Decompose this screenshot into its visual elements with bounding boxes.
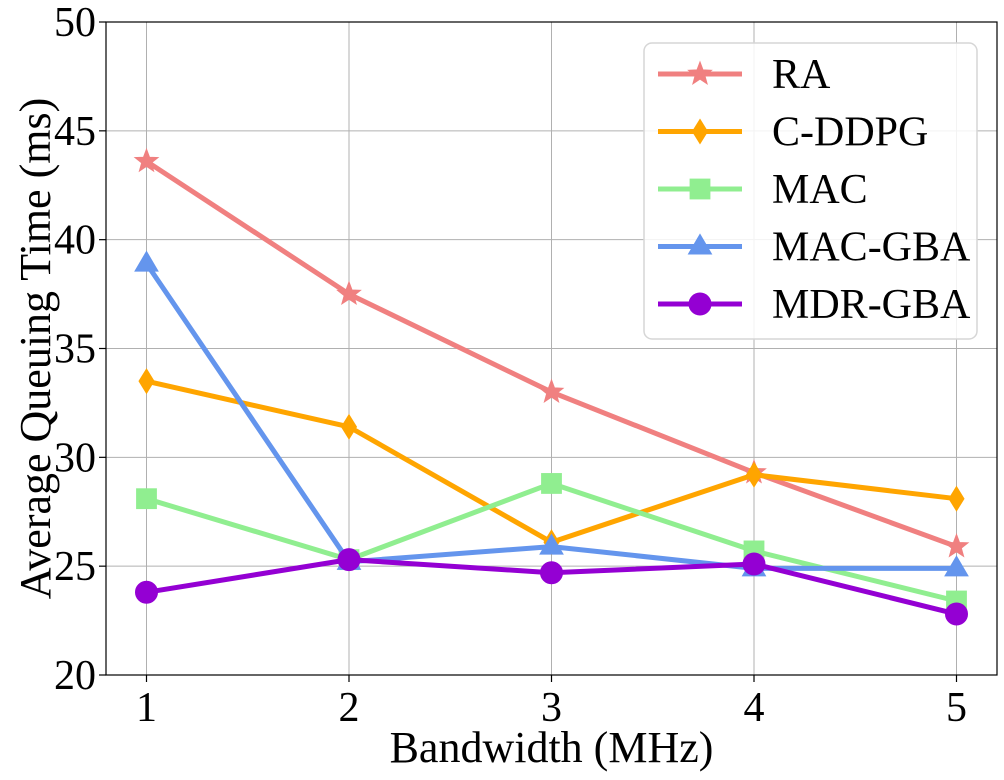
legend-entry: MDR-GBA [658,282,971,328]
x-axis-title: Bandwidth (MHz) [390,723,714,772]
legend-marker [689,178,711,200]
legend-marker [688,292,712,316]
y-tick-label: 40 [54,218,96,264]
data-point [745,461,763,488]
data-point [136,488,157,510]
data-point [337,548,361,572]
y-tick-label: 50 [54,0,96,46]
legend-label: MAC-GBA [772,225,971,271]
data-point [135,580,158,604]
data-point [340,413,358,440]
data-point [541,473,562,494]
series-lines [133,147,970,626]
legend-marker [687,233,713,255]
data-point [138,368,155,395]
legend-box [643,42,978,340]
data-point [134,250,159,272]
y-axis-title: Average Queuing Time (ms) [11,98,60,599]
legend-entry: MAC [658,167,868,213]
legend-label: RA [772,52,831,98]
data-point [539,533,564,555]
legend-label: MAC [772,167,868,213]
y-tick-label: 30 [54,435,96,481]
data-point [943,533,970,558]
legend-label: MDR-GBA [772,282,971,328]
legend-entry: RA [658,52,831,98]
legend-marker [687,60,713,85]
data-point [742,552,766,576]
x-tick-label: 1 [136,685,157,731]
data-point [945,602,968,626]
data-point [948,485,965,512]
x-tick-label: 4 [744,685,765,731]
y-tick-label: 45 [54,109,96,155]
y-tick-label: 20 [54,653,96,699]
legend-marker [691,118,709,145]
data-point [540,561,563,585]
legend: RA C-DDPG MAC MAC-GBA MDR-GBA [643,42,978,340]
data-point [944,555,969,577]
data-point [336,280,362,306]
x-tick-label: 3 [541,685,562,731]
x-tick-label: 5 [946,685,967,731]
legend-entry: MAC-GBA [658,225,971,271]
y-tick-label: 35 [54,327,96,373]
legend-entry: C-DDPG [658,110,928,156]
legend-label: C-DDPG [772,110,928,156]
y-tick-label: 25 [54,544,96,590]
x-tick-label: 2 [339,685,360,731]
data-point [538,378,565,403]
data-point [133,147,160,173]
series-mdr-gba [135,548,968,626]
